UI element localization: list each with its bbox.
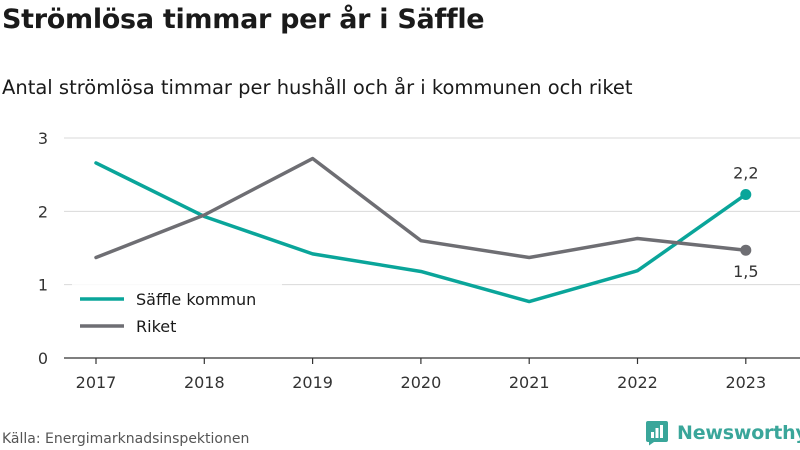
- series-line-1: [94, 156, 748, 260]
- chart-title: Strömlösa timmar per år i Säffle: [2, 4, 485, 35]
- x-tick-label: 2020: [401, 373, 442, 392]
- brand-logo[interactable]: Newsworthy: [645, 419, 800, 447]
- y-tick-label: 2: [38, 202, 48, 221]
- series-line-0: [94, 161, 748, 304]
- source-note: Källa: Energimarknadsinspektionen: [2, 431, 250, 447]
- chart-subtitle: Antal strömlösa timmar per hushåll och å…: [2, 76, 633, 99]
- y-tick-label: 3: [38, 129, 48, 148]
- newsworthy-logo-icon: [646, 421, 668, 446]
- x-tick-label: 2019: [292, 373, 333, 392]
- y-tick-label: 0: [38, 349, 48, 368]
- x-tick-label: 2018: [184, 373, 225, 392]
- data-label-1: 1,5: [733, 262, 758, 281]
- legend-background: [72, 282, 282, 344]
- x-tick-label: 2017: [76, 373, 117, 392]
- y-tick-label: 1: [38, 276, 48, 295]
- series-end-point-1: [740, 244, 752, 256]
- data-label-0: 2,2: [733, 163, 758, 182]
- legend-label-1: Riket: [136, 317, 176, 336]
- legend-label-0: Säffle kommun: [136, 290, 256, 309]
- brand-name: Newsworthy: [677, 422, 800, 444]
- series-end-point-0: [740, 188, 752, 200]
- x-tick-label: 2022: [617, 373, 658, 392]
- x-tick-label: 2023: [725, 373, 766, 392]
- x-tick-label: 2021: [509, 373, 550, 392]
